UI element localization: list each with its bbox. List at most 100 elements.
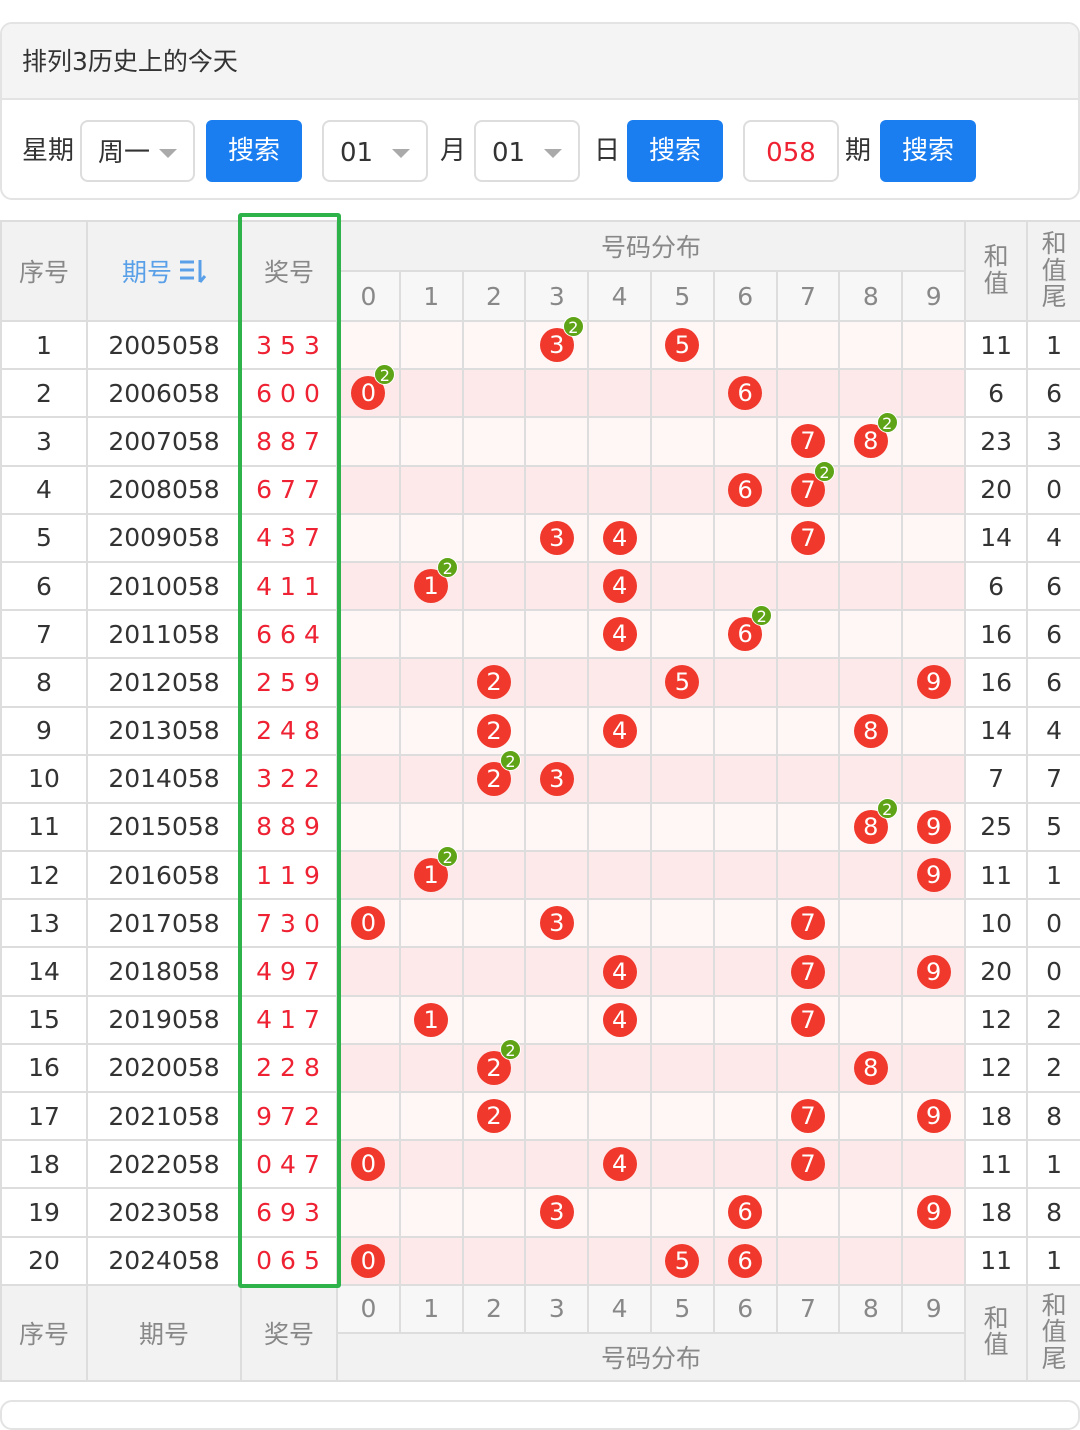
dist-cell [336, 1187, 401, 1238]
sum: 18 [964, 1090, 1029, 1142]
draw-digit: 2 [256, 716, 275, 746]
draw-digit: 7 [303, 957, 322, 987]
dist-cell [901, 1235, 967, 1286]
search-button[interactable]: 搜索 [627, 120, 723, 182]
dist-cell: 5 [649, 1235, 715, 1286]
row: 1 2005058 3 5 3 3 2 5 11 1 [0, 316, 1080, 371]
issue: 2010058 [86, 560, 242, 612]
sum: 23 [964, 416, 1029, 467]
dist-cell [712, 416, 778, 467]
dist-cell: 4 [587, 512, 652, 563]
dist-cell [649, 946, 715, 997]
dist-cell [587, 753, 652, 804]
header-cell: 和值尾 [1026, 220, 1080, 322]
row: 5 2009058 4 3 7 3 4 7 14 4 [0, 512, 1080, 563]
dist-cell [712, 753, 778, 804]
sum-tail: 1 [1026, 850, 1080, 901]
digit-header: 0 [336, 270, 401, 322]
dist-cell [712, 898, 778, 949]
dist-cell [524, 560, 590, 612]
draw-digit: 1 [280, 860, 298, 890]
sort-icon[interactable] [178, 258, 207, 284]
week-select[interactable]: 周一 [80, 120, 195, 182]
dist-cell: 9 [901, 850, 967, 901]
day-select[interactable]: 01 [474, 120, 580, 182]
ball: 9 [916, 809, 951, 844]
dist-cell [336, 560, 401, 612]
sum: 6 [964, 560, 1029, 612]
sum: 11 [964, 850, 1029, 901]
draw-digit: 6 [280, 619, 298, 649]
dist-cell [901, 1042, 967, 1094]
issue-input[interactable]: 058 [743, 120, 839, 182]
sum-tail: 6 [1026, 609, 1080, 660]
dist-cell [838, 609, 904, 660]
dist-cell [461, 801, 527, 853]
sum-tail: 6 [1026, 560, 1080, 612]
row: 11 2015058 8 8 9 8 2 9 25 5 [0, 797, 1080, 853]
dist-cell [587, 1090, 652, 1142]
dist-cell [649, 801, 715, 853]
header-text: 奖号 [263, 258, 314, 287]
dist-cell: 7 [775, 1090, 841, 1142]
header-cell: 期号 [86, 1283, 242, 1382]
dist-cell [524, 416, 590, 467]
issue: 2016058 [86, 850, 242, 901]
issue: 2009058 [86, 512, 242, 563]
header-text: 和值 [983, 1304, 1009, 1360]
dist-cell [461, 946, 527, 997]
dist-cell [336, 416, 401, 467]
month-select[interactable]: 01 [322, 120, 428, 182]
dist-cell [775, 657, 841, 708]
header-text: 和值 [983, 242, 1009, 298]
dist-cell: 7 [775, 946, 841, 997]
draw-digit: 4 [256, 523, 275, 553]
dist-cell [398, 512, 464, 563]
dist-cell [524, 657, 590, 708]
dist-cell [398, 657, 464, 708]
draw-digit: 4 [280, 1149, 298, 1179]
row: 8 2012058 2 5 9 2 5 9 16 6 [0, 657, 1080, 708]
dist-cell [398, 801, 464, 853]
dist-cell [336, 609, 401, 660]
draw-digit: 3 [280, 523, 298, 553]
dist-cell [838, 946, 904, 997]
ball: 7 [790, 1147, 825, 1182]
draw-digit: 2 [256, 1053, 275, 1083]
row-no: 3 [0, 416, 88, 467]
header-text: 奖号 [263, 1319, 314, 1349]
dist-cell [712, 1042, 778, 1094]
ball: 0 [351, 906, 386, 941]
draw-digit: 0 [256, 1246, 275, 1276]
repeat-badge: 2 [876, 797, 898, 819]
dist-cell: 4 [587, 1139, 652, 1190]
digit-header: 4 [587, 270, 652, 322]
dist-cell: 9 [901, 1187, 967, 1238]
dist-cell: 6 [712, 1187, 778, 1238]
draw-digit: 1 [256, 860, 275, 890]
ball: 9 [916, 858, 951, 893]
dist-cell: 9 [901, 946, 967, 997]
dist-cell [524, 946, 590, 997]
issue: 2017058 [86, 898, 242, 949]
dist-cell [461, 416, 527, 467]
dist-cell [398, 753, 464, 804]
dist-cell: 6 [712, 368, 778, 419]
ball: 9 [916, 665, 951, 700]
header-cell[interactable]: 期号 [86, 220, 242, 322]
row-no: 4 [0, 464, 88, 515]
search-button[interactable]: 搜索 [206, 120, 302, 182]
dist-cell [712, 512, 778, 563]
dist-cell [524, 1042, 590, 1094]
ball: 3 [539, 1195, 574, 1230]
dist-cell [524, 801, 590, 853]
dist-cell: 7 [775, 512, 841, 563]
header-cell: 序号 [0, 1283, 88, 1382]
search-button[interactable]: 搜索 [880, 120, 976, 182]
repeat-badge: 2 [499, 1038, 521, 1060]
sum-tail: 1 [1026, 1235, 1080, 1286]
